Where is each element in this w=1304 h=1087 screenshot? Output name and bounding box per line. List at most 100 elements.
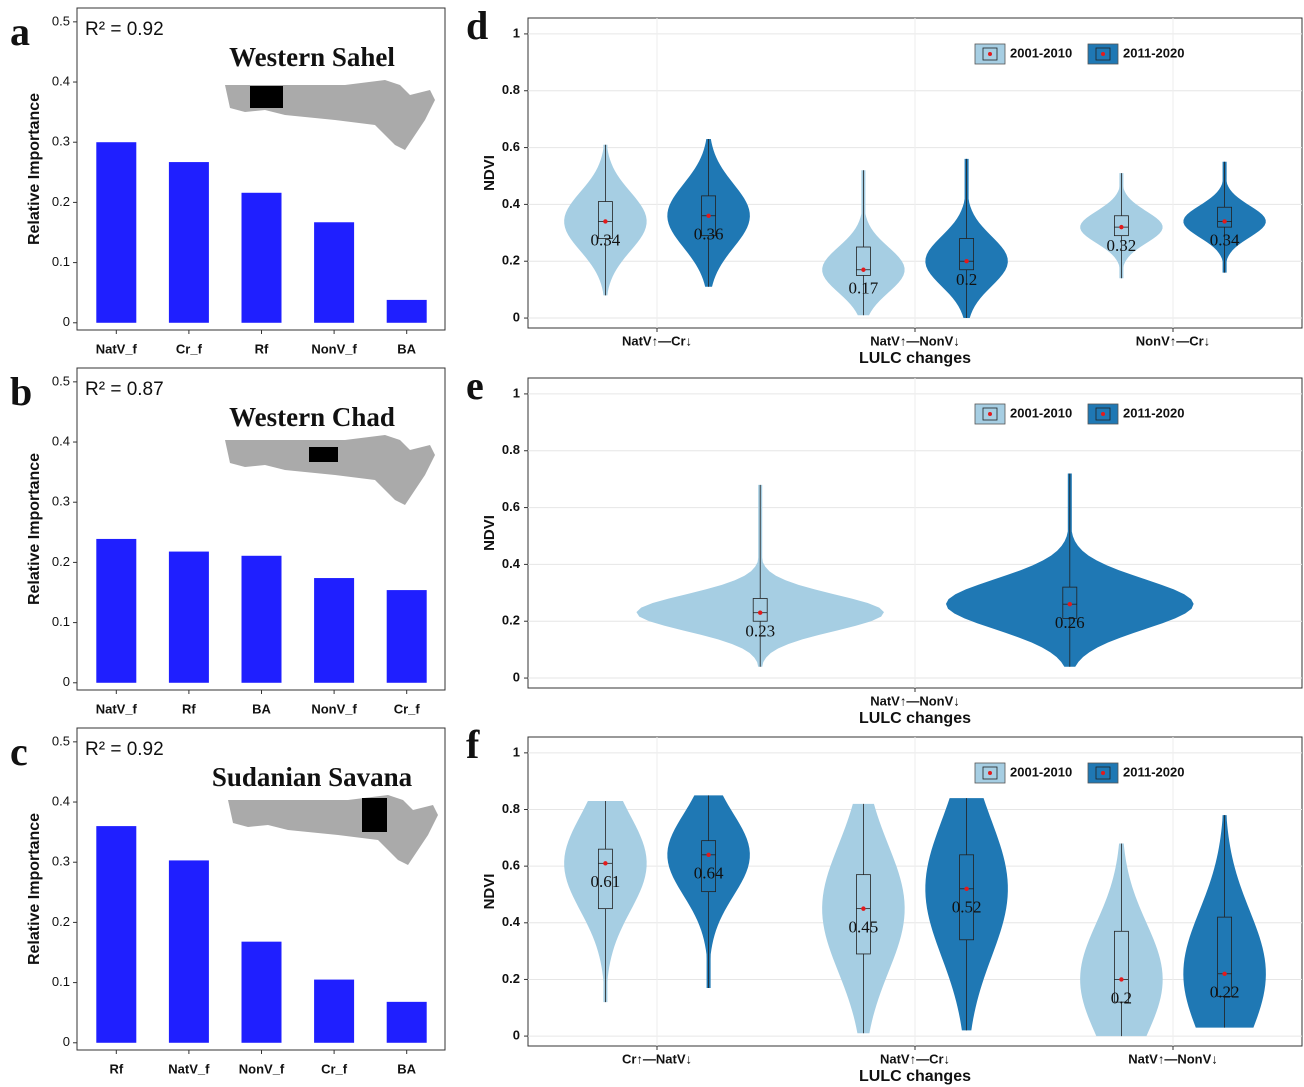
bar (314, 979, 355, 1043)
bar (241, 555, 282, 683)
region-highlight (250, 86, 283, 108)
y-tick-label: 1 (513, 744, 520, 759)
bar (241, 192, 282, 323)
mean-point (758, 610, 763, 615)
y-tick-label: 0 (63, 314, 70, 329)
value-label: 0.32 (1107, 236, 1137, 255)
x-tick-label: NatV_f (96, 341, 138, 356)
bar (241, 941, 282, 1043)
bar (314, 222, 355, 323)
annotation: R² = 0.92 (85, 19, 164, 40)
x-tick-label: Rf (255, 341, 269, 356)
value-label: 0.34 (1210, 230, 1240, 249)
x-tick-label: NatV↑—Cr↓ (622, 333, 692, 348)
box (598, 848, 613, 910)
legend-dot (1101, 412, 1105, 416)
y-tick-label: 0.8 (502, 801, 520, 816)
bar (96, 142, 137, 323)
y-axis-label: NDVI (481, 874, 498, 910)
panel-letter: c (10, 729, 28, 774)
panel-letter: b (10, 369, 32, 414)
legend-dot (988, 52, 992, 56)
legend-box (982, 47, 998, 61)
legend-label: 2011-2020 (1123, 45, 1184, 60)
y-tick-label: 0.3 (52, 134, 70, 149)
box (1217, 916, 1232, 997)
x-tick-label: Rf (109, 1061, 123, 1076)
value-label: 0.45 (849, 918, 879, 937)
mean-point (964, 886, 969, 892)
y-tick-label: 0 (513, 669, 520, 684)
annotation: R² = 0.87 (85, 379, 164, 400)
value-label: 0.36 (694, 225, 724, 244)
panel-letter: a (10, 9, 30, 54)
panel-letter: e (466, 363, 484, 408)
bar (386, 590, 427, 683)
mean-point (861, 906, 866, 911)
box (959, 238, 974, 271)
x-tick-label: Cr↑—NatV↓ (622, 1051, 692, 1066)
y-tick-label: 0.4 (52, 433, 70, 448)
y-tick-label: 0.2 (502, 613, 520, 628)
mean-point (706, 852, 711, 858)
x-tick-label: Cr_f (321, 1061, 348, 1076)
mean-point (603, 861, 608, 866)
mean-point (964, 259, 969, 264)
legend-label: 2001-2010 (1010, 764, 1072, 779)
y-tick-label: 0.8 (502, 82, 520, 97)
box (1217, 206, 1232, 228)
y-tick-label: 0.6 (502, 139, 520, 154)
y-tick-label: 0.2 (52, 554, 70, 569)
x-tick-label: Cr_f (176, 341, 203, 356)
legend-box (1095, 47, 1111, 61)
y-tick-label: 0.5 (52, 13, 70, 28)
box (856, 874, 871, 955)
y-tick-label: 0.4 (502, 196, 521, 211)
mean-point (603, 219, 608, 224)
x-tick-label: NatV_f (168, 1061, 210, 1076)
panel-letter: f (466, 722, 480, 767)
y-tick-label: 0.1 (52, 614, 70, 629)
y-tick-label: 0.4 (52, 73, 70, 88)
mean-point (1119, 224, 1124, 230)
value-label: 0.52 (952, 898, 982, 917)
x-axis-label: LULC changes (859, 710, 971, 727)
y-tick-label: 0.4 (502, 914, 521, 929)
y-tick-label: 0.6 (502, 858, 520, 873)
y-tick-label: 0 (513, 1028, 520, 1043)
box (959, 854, 974, 941)
y-tick-label: 1 (513, 385, 520, 400)
box (701, 840, 716, 893)
legend-box (982, 407, 998, 421)
y-tick-label: 0.8 (502, 442, 520, 457)
legend-dot (1101, 771, 1105, 775)
y-tick-label: 0.3 (52, 854, 70, 869)
legend-dot (1101, 52, 1105, 56)
y-tick-label: 0.1 (52, 974, 70, 989)
legend-box (982, 766, 998, 780)
y-tick-label: 0 (513, 309, 520, 324)
mean-point (861, 267, 866, 272)
legend-box (1095, 407, 1111, 421)
x-tick-label: Cr_f (394, 701, 421, 716)
x-tick-label: NonV_f (239, 1061, 285, 1076)
x-tick-label: NatV↑—Cr↓ (880, 1051, 950, 1066)
x-axis-label: LULC changes (859, 350, 971, 367)
mean-point (1119, 977, 1124, 982)
y-axis-label: Relative Importance (26, 813, 43, 965)
value-label: 0.26 (1055, 613, 1085, 632)
mean-point (1222, 971, 1227, 976)
y-tick-label: 0.2 (502, 253, 520, 268)
mean-point (1067, 601, 1073, 607)
box (856, 246, 871, 276)
y-tick-label: 0.3 (52, 494, 70, 509)
legend-dot (988, 412, 992, 416)
value-label: 0.22 (1210, 983, 1240, 1002)
y-axis-label: Relative Importance (26, 93, 43, 245)
region-shape (225, 435, 435, 505)
value-label: 0.2 (956, 270, 977, 289)
x-tick-label: Rf (182, 701, 196, 716)
x-tick-label: BA (252, 701, 271, 716)
region-highlight (309, 447, 338, 462)
